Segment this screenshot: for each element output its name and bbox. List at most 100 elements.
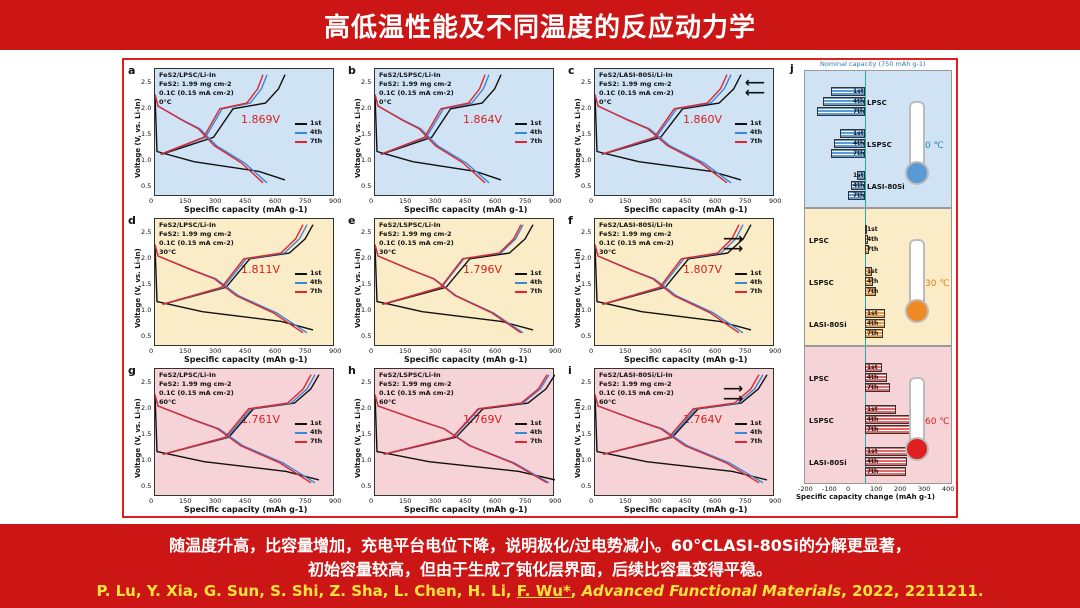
y-tick-label: 2.5 xyxy=(361,228,372,236)
cycle-label: 7th xyxy=(867,426,879,433)
voltage-curves xyxy=(155,224,314,334)
y-tick-label: 0.5 xyxy=(141,482,152,490)
discharge-curve-1st xyxy=(375,244,534,331)
x-tick-label: 900 xyxy=(769,347,782,355)
citation-tail: , 2022, 2211211. xyxy=(841,582,984,600)
legend-swatch xyxy=(515,422,527,425)
capacity-change-bar xyxy=(856,171,865,180)
cycle-label: 4th xyxy=(867,278,879,285)
legend-item-7th: 7th xyxy=(295,287,322,296)
y-tick-label: 0.5 xyxy=(581,182,592,190)
voltage-curves xyxy=(375,374,555,484)
capacity-change-bar xyxy=(865,457,907,466)
legend-swatch xyxy=(735,140,747,143)
x-axis-label: Specific capacity (mAh g-1) xyxy=(404,355,528,364)
x-tick-label: 0 xyxy=(149,497,154,505)
x-tick-label: 750 xyxy=(519,197,532,205)
x-tick-label: 150 xyxy=(619,347,632,355)
x-axis-label: Specific capacity (mAh g-1) xyxy=(184,205,308,214)
x-tick-label: 0 xyxy=(589,197,594,205)
x-tick-label: 300 xyxy=(429,497,442,505)
legend-label: 7th xyxy=(530,137,543,145)
legend-label: 7th xyxy=(750,137,763,145)
plot-area: FeS2/LASI-80Si/Li-In FeS2: 1.99 mg cm-2 … xyxy=(594,218,774,346)
cycle-label: 4th xyxy=(867,458,879,465)
x-axis-label: Specific capacity (mAh g-1) xyxy=(624,505,748,514)
x-tick-label: 750 xyxy=(299,197,312,205)
charge-curve-7th xyxy=(383,374,548,455)
cycle-label: 7th xyxy=(867,330,879,337)
panel-b: b FeS2/LSPSC/Li-In FeS2: 1.99 mg cm-2 0.1… xyxy=(348,64,568,214)
legend-label: 4th xyxy=(530,428,543,436)
y-tick-label: 2.5 xyxy=(361,78,372,86)
x-axis-label: Specific capacity (mAh g-1) xyxy=(624,205,748,214)
discharge-curve-7th xyxy=(375,394,548,484)
panel-g: g FeS2/LPSC/Li-In FeS2: 1.99 mg cm-2 0.1C… xyxy=(128,364,348,514)
y-tick-label: 1.0 xyxy=(361,456,372,464)
y-tick-label: 1.0 xyxy=(141,456,152,464)
y-tick-label: 0.5 xyxy=(361,332,372,340)
panel-f: f FeS2/LASI-80Si/Li-In FeS2: 1.99 mg cm-2… xyxy=(568,214,788,364)
temperature-label: 30 ℃ xyxy=(925,279,950,289)
legend-label: 4th xyxy=(530,128,543,136)
panel-letter: b xyxy=(348,64,356,77)
y-tick-label: 0.5 xyxy=(141,182,152,190)
cycle-label: 1st xyxy=(867,406,878,413)
y-tick-label: 2.5 xyxy=(581,378,592,386)
y-tick-label: 2.5 xyxy=(141,378,152,386)
x-tick-label: 450 xyxy=(679,197,692,205)
y-tick-label: 0.5 xyxy=(361,482,372,490)
legend-label: 1st xyxy=(530,119,542,127)
annotation-arrow: ⟵ xyxy=(745,85,766,101)
charge-curve-7th xyxy=(602,224,740,305)
capacity-change-bar xyxy=(823,97,865,106)
legend-item-4th: 4th xyxy=(295,428,322,437)
j-x-tick-label: 300 xyxy=(918,485,931,493)
figure-frame: a FeS2/LPSC/Li-In FeS2: 1.99 mg cm-2 0.1C… xyxy=(122,58,958,518)
x-tick-label: 450 xyxy=(459,347,472,355)
legend-item-1st: 1st xyxy=(515,119,542,128)
y-tick-label: 2.0 xyxy=(141,254,152,262)
discharge-curve-7th xyxy=(595,94,728,184)
cycle-label: 1st xyxy=(867,268,878,275)
x-tick-label: 600 xyxy=(489,497,502,505)
legend-swatch xyxy=(515,440,527,443)
discharge-curve-7th xyxy=(155,244,304,334)
cycle-label: 7th xyxy=(867,468,879,475)
legend-swatch xyxy=(515,122,527,125)
x-tick-label: 450 xyxy=(239,197,252,205)
panel-letter: h xyxy=(348,364,356,377)
legend-label: 1st xyxy=(530,269,542,277)
discharge-curve-7th xyxy=(595,244,740,334)
plot-area: FeS2/LSPSC/Li-In FeS2: 1.99 mg cm-2 0.1C… xyxy=(374,68,554,196)
capacity-change-bar xyxy=(865,329,884,338)
cycle-label: 1st xyxy=(867,226,878,233)
legend-swatch xyxy=(295,290,307,293)
x-axis-label: Specific capacity (mAh g-1) xyxy=(184,505,308,514)
charge-curve-1st xyxy=(602,74,742,155)
y-tick-label: 2.0 xyxy=(141,404,152,412)
capacity-change-bar xyxy=(865,245,870,254)
legend-swatch xyxy=(735,281,747,284)
legend-swatch xyxy=(295,272,307,275)
panel-letter: i xyxy=(568,364,572,377)
panel-a: a FeS2/LPSC/Li-In FeS2: 1.99 mg cm-2 0.1C… xyxy=(128,64,348,214)
cycle-label: 1st xyxy=(853,88,864,95)
y-tick-label: 2.5 xyxy=(141,78,152,86)
y-axis-label: Voltage (V, vs. Li-In) xyxy=(354,398,362,478)
cycle-label: 4th xyxy=(867,374,879,381)
y-axis-label: Voltage (V, vs. Li-In) xyxy=(134,248,142,328)
cycle-label: 7th xyxy=(853,192,865,199)
charge-curve-7th xyxy=(382,224,522,305)
legend-label: 4th xyxy=(310,428,323,436)
temp-band-2: LPSC 1st 4th 7th LSPSC 1st 4th 7th LASI-80Si 1st 4… xyxy=(804,346,952,484)
y-tick-label: 1.0 xyxy=(581,306,592,314)
charge-curve-7th xyxy=(162,374,312,455)
plateau-voltage: 1.860V xyxy=(683,113,723,126)
legend-item-1st: 1st xyxy=(735,419,762,428)
cycle-label: 1st xyxy=(853,130,864,137)
legend-item-4th: 4th xyxy=(735,278,762,287)
x-tick-label: 150 xyxy=(399,347,412,355)
x-tick-label: 300 xyxy=(429,197,442,205)
temp-band-1: LPSC 1st 4th 7th LSPSC 1st 4th 7th LASI-80Si 1st 4… xyxy=(804,208,952,346)
